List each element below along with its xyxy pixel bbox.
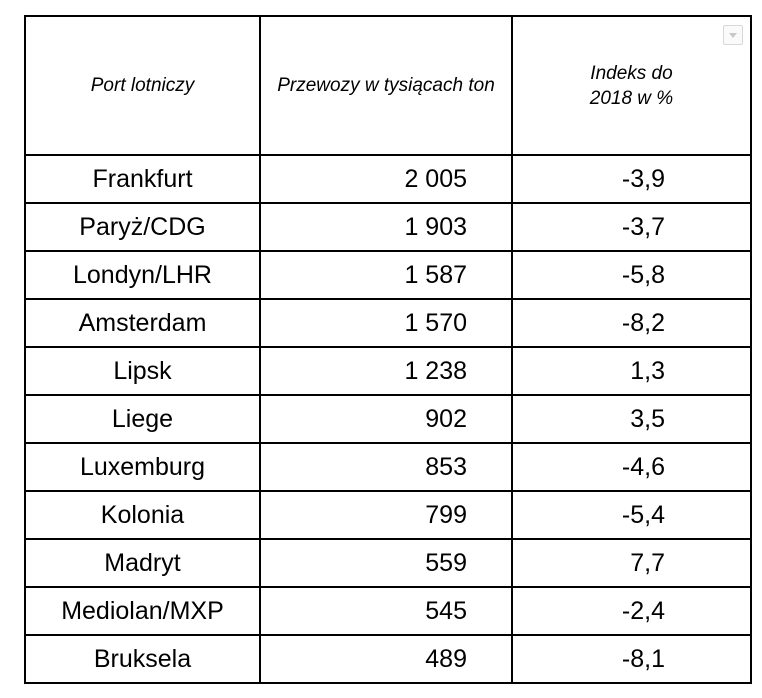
cell-volume: 902 [259,394,513,444]
cell-volume: 1 903 [259,202,513,252]
cell-volume: 1 587 [259,250,513,300]
header-index: Indeks do 2018 w % [511,15,752,156]
cell-volume: 1 238 [259,346,513,396]
header-row: Port lotniczy Przewozy w tysiącach ton I… [24,15,752,156]
cell-index: -3,9 [511,154,752,204]
cell-port: Liege [24,394,261,444]
cell-index: -8,2 [511,298,752,348]
chevron-down-icon [724,26,742,44]
cell-index: -8,1 [511,634,752,684]
cargo-table-container: Port lotniczy Przewozy w tysiącach ton I… [24,15,752,684]
cell-volume: 559 [259,538,513,588]
table-header: Port lotniczy Przewozy w tysiącach ton I… [24,15,752,156]
table-body: Frankfurt 2 005 -3,9 Paryż/CDG 1 903 -3,… [24,154,752,684]
cell-port: Madryt [24,538,261,588]
cell-volume: 545 [259,586,513,636]
table-row: Madryt 559 7,7 [24,538,752,588]
cell-index: 1,3 [511,346,752,396]
header-port-label: Port lotniczy [90,75,195,96]
header-index-label: Indeks do 2018 w % [589,62,674,109]
cell-port: Londyn/LHR [24,250,261,300]
cell-index: -2,4 [511,586,752,636]
cargo-table: Port lotniczy Przewozy w tysiącach ton I… [24,15,752,684]
cell-port: Amsterdam [24,298,261,348]
table-row: Amsterdam 1 570 -8,2 [24,298,752,348]
cell-index: 3,5 [511,394,752,444]
table-row: Bruksela 489 -8,1 [24,634,752,684]
cell-port: Lipsk [24,346,261,396]
table-row: Kolonia 799 -5,4 [24,490,752,540]
cell-port: Luxemburg [24,442,261,492]
cell-index: -3,7 [511,202,752,252]
table-row: Liege 902 3,5 [24,394,752,444]
cell-port: Paryż/CDG [24,202,261,252]
table-row: Lipsk 1 238 1,3 [24,346,752,396]
cell-index: -5,8 [511,250,752,300]
header-port: Port lotniczy [24,15,261,156]
cell-volume: 799 [259,490,513,540]
cell-port: Frankfurt [24,154,261,204]
cell-port: Kolonia [24,490,261,540]
header-volume: Przewozy w tysiącach ton [259,15,513,156]
cell-index: -5,4 [511,490,752,540]
cell-port: Mediolan/MXP [24,586,261,636]
table-row: Londyn/LHR 1 587 -5,8 [24,250,752,300]
table-row: Paryż/CDG 1 903 -3,7 [24,202,752,252]
table-dropdown-button[interactable] [723,25,743,45]
cell-port: Bruksela [24,634,261,684]
cell-volume: 853 [259,442,513,492]
table-row: Frankfurt 2 005 -3,9 [24,154,752,204]
header-volume-label: Przewozy w tysiącach ton [277,75,495,96]
table-row: Luxemburg 853 -4,6 [24,442,752,492]
cell-volume: 1 570 [259,298,513,348]
cell-index: 7,7 [511,538,752,588]
cell-volume: 2 005 [259,154,513,204]
cell-volume: 489 [259,634,513,684]
table-row: Mediolan/MXP 545 -2,4 [24,586,752,636]
cell-index: -4,6 [511,442,752,492]
